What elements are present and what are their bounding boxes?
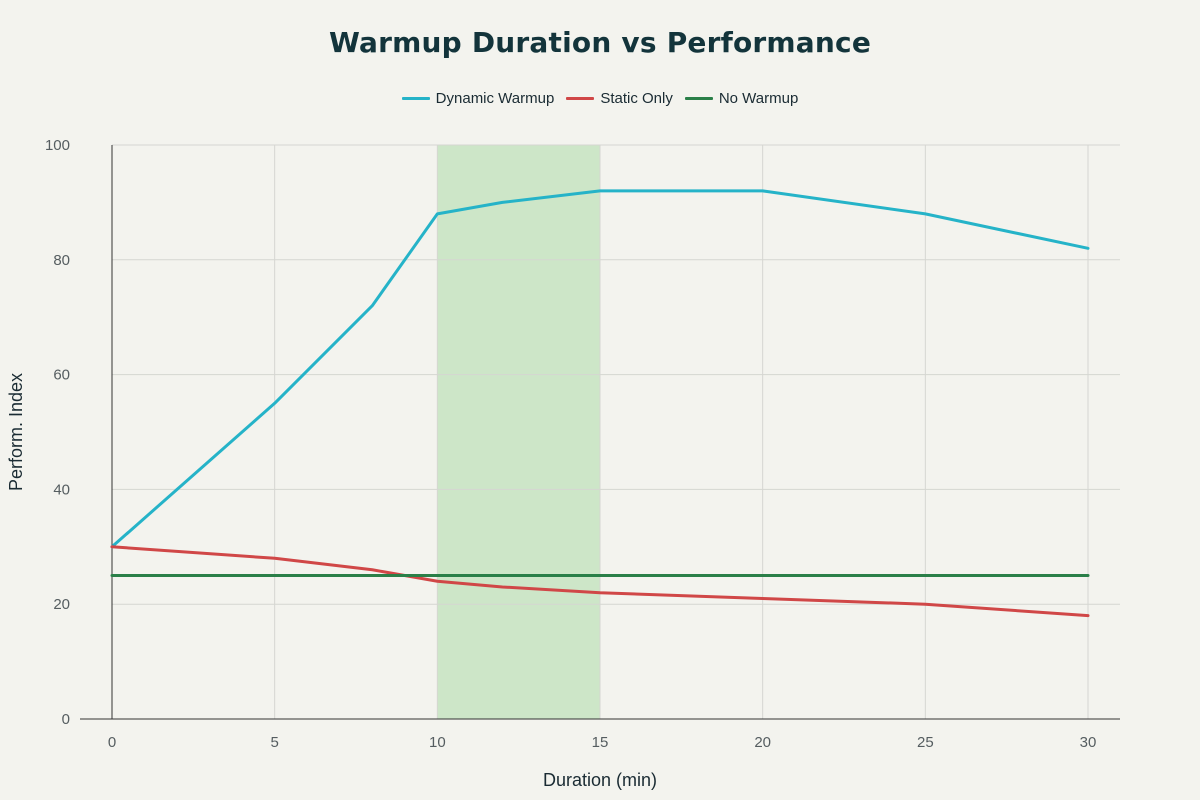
legend-swatch xyxy=(684,97,713,100)
x-tick-label: 15 xyxy=(592,734,609,751)
x-tick-label: 0 xyxy=(108,734,116,751)
series-line-static-only xyxy=(110,545,1090,618)
legend-item: No Warmup xyxy=(684,90,799,107)
y-tick-label: 100 xyxy=(45,137,70,154)
x-tick-label: 10 xyxy=(429,734,446,751)
legend-item: Static Only xyxy=(566,90,673,107)
legend-swatch xyxy=(401,97,430,100)
legend-item: Dynamic Warmup xyxy=(401,90,555,107)
y-axis-title: Perform. Index xyxy=(6,373,26,491)
tick-layer: 0 5 10 15 20 25 30 0 20 40 60 80 100 xyxy=(45,137,1096,751)
legend-label: No Warmup xyxy=(718,90,799,107)
chart-title: Warmup Duration vs Performance xyxy=(328,26,872,59)
x-tick-label: 20 xyxy=(754,734,771,751)
y-tick-label: 60 xyxy=(53,367,70,384)
x-axis-title: Duration (min) xyxy=(543,770,657,790)
y-tick-label: 40 xyxy=(53,481,70,498)
x-tick-label: 30 xyxy=(1080,734,1097,751)
axis-layer xyxy=(80,145,1120,720)
legend: Dynamic Warmup Static Only No Warmup xyxy=(0,90,1200,107)
highlight-band xyxy=(437,145,600,719)
y-tick-label: 80 xyxy=(53,252,70,269)
y-tick-label: 0 xyxy=(62,711,70,728)
highlight-band-layer xyxy=(437,145,600,719)
x-tick-label: 25 xyxy=(917,734,934,751)
x-tick-label: 5 xyxy=(270,734,278,751)
series-line-dynamic-warmup xyxy=(110,189,1090,549)
series-layer xyxy=(110,189,1090,618)
legend-label: Static Only xyxy=(600,90,673,107)
legend-swatch xyxy=(566,97,595,100)
legend-label: Dynamic Warmup xyxy=(435,90,555,107)
grid-layer xyxy=(112,144,1120,719)
y-tick-label: 20 xyxy=(53,596,70,613)
